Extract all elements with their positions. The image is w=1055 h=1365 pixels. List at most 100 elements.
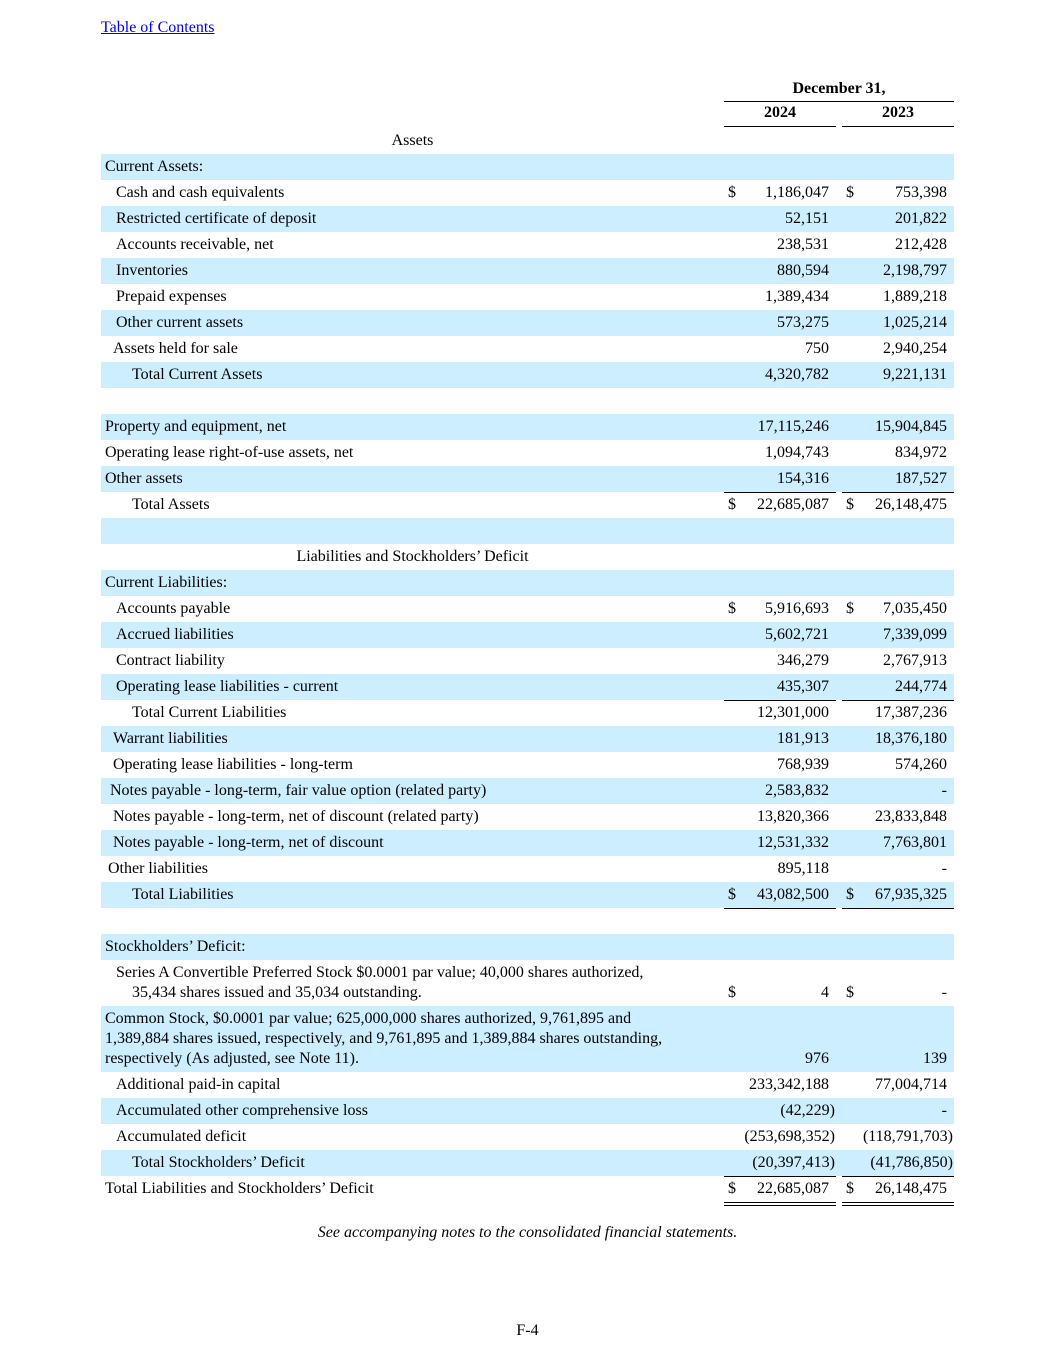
- value-2023: -: [941, 860, 947, 877]
- row-label: Accounts payable: [105, 596, 704, 622]
- row-label: Contract liability: [105, 648, 704, 674]
- table-row: Liabilities and Stockholders’ Deficit: [101, 544, 954, 570]
- row-label-line: Liabilities and Stockholders’ Deficit: [296, 548, 529, 565]
- row-label: Total Liabilities and Stockholders’ Defi…: [105, 1176, 704, 1202]
- row-label: Other current assets: [105, 310, 704, 336]
- value-2023: 201,822: [895, 210, 947, 227]
- row-label: Prepaid expenses: [105, 284, 704, 310]
- row-label-line: Accumulated other comprehensive loss: [116, 1102, 368, 1119]
- underline-rule: [842, 908, 954, 909]
- value-2023: 244,774: [895, 678, 947, 695]
- row-label-line: Other current assets: [116, 314, 244, 331]
- table-row: Total Stockholders’ Deficit (20,397,413) (…: [101, 1150, 954, 1177]
- value-2023: (118,791,703): [862, 1128, 953, 1145]
- row-label-line: Assets held for sale: [113, 340, 238, 357]
- row-label-line: Notes payable - long-term, net of discou…: [113, 834, 384, 851]
- table-row: Common Stock, $0.0001 par value; 625,000…: [101, 1006, 954, 1072]
- row-label-line: Common Stock, $0.0001 par value; 625,000…: [105, 1010, 632, 1027]
- row-label-line: Accumulated deficit: [116, 1128, 247, 1145]
- header-rule: [724, 101, 954, 102]
- value-2024: (20,397,413): [752, 1154, 835, 1171]
- row-label-line: Total Current Liabilities: [132, 704, 287, 721]
- value-2023: -: [941, 984, 947, 1001]
- row-label: Common Stock, $0.0001 par value; 625,000…: [105, 1009, 704, 1069]
- value-2023: 23,833,848: [875, 808, 947, 825]
- row-label-line: Accounts receivable, net: [116, 236, 274, 253]
- row-label-line: Warrant liabilities: [113, 730, 228, 747]
- row-label-line: Cash and cash equivalents: [116, 184, 285, 201]
- currency-symbol-2024: $: [728, 1180, 736, 1197]
- footnote: See accompanying notes to the consolidat…: [317, 1224, 738, 1241]
- table-row: Notes payable - long-term, fair value op…: [101, 778, 954, 804]
- row-label: Series A Convertible Preferred Stock $0.…: [105, 963, 704, 1003]
- row-label-line: Additional paid-in capital: [116, 1076, 281, 1093]
- double-underline-rule: [724, 1202, 836, 1206]
- currency-symbol-2024: $: [728, 600, 736, 617]
- row-label-line: Total Current Assets: [132, 366, 263, 383]
- table-row: Total Current Assets 4,320,782 9,221,131: [101, 362, 954, 388]
- value-2024: 1,389,434: [765, 288, 829, 305]
- table-row: Accumulated deficit (253,698,352) (118,791…: [101, 1124, 954, 1151]
- row-label: Property and equipment, net: [105, 414, 704, 440]
- value-2024: 17,115,246: [757, 418, 829, 435]
- row-label: Current Liabilities:: [105, 570, 704, 596]
- value-2023: 15,904,845: [875, 418, 947, 435]
- value-2024: 1,094,743: [765, 444, 829, 461]
- value-2023: (41,786,850): [870, 1154, 953, 1171]
- value-2024: 43,082,500: [757, 886, 829, 903]
- value-2024: (42,229): [780, 1102, 835, 1119]
- value-2023: 212,428: [895, 236, 947, 253]
- row-label: Notes payable - long-term, fair value op…: [105, 778, 704, 804]
- row-label-line: Current Assets:: [105, 158, 204, 175]
- currency-symbol-2023: $: [846, 600, 854, 617]
- value-2023: -: [941, 782, 947, 799]
- table-row: Accumulated other comprehensive loss (42,…: [101, 1098, 954, 1124]
- value-2023: 67,935,325: [875, 886, 947, 903]
- row-label: Accounts receivable, net: [105, 232, 704, 258]
- row-label: Notes payable - long-term, net of discou…: [105, 830, 704, 856]
- value-2023: 7,763,801: [883, 834, 947, 851]
- currency-symbol-2023: $: [846, 1180, 854, 1197]
- value-2024: 5,916,693: [765, 600, 829, 617]
- row-label: Accumulated other comprehensive loss: [105, 1098, 704, 1124]
- row-label: Other liabilities: [105, 856, 704, 882]
- row-label-line: Property and equipment, net: [105, 418, 287, 435]
- table-row: [101, 908, 954, 934]
- row-label: Accumulated deficit: [105, 1124, 704, 1150]
- table-row: Notes payable - long-term, net of discou…: [101, 804, 954, 830]
- row-label-line: Stockholders’ Deficit:: [105, 938, 246, 955]
- value-2024: 52,151: [785, 210, 829, 227]
- table-row: Inventories 880,594 2,198,797: [101, 258, 954, 284]
- value-2023: 187,527: [895, 470, 947, 487]
- row-label-line: Series A Convertible Preferred Stock $0.…: [116, 964, 644, 981]
- table-row: Stockholders’ Deficit:: [101, 934, 954, 960]
- row-label: Current Assets:: [105, 154, 704, 180]
- value-2023: 834,972: [895, 444, 947, 461]
- table-row: Total Liabilities and Stockholders’ Defi…: [101, 1176, 954, 1206]
- value-2024: 1,186,047: [765, 184, 829, 201]
- table-of-contents-link[interactable]: Table of Contents: [101, 19, 215, 36]
- value-2024: 154,316: [777, 470, 829, 487]
- value-2024: 22,685,087: [757, 1180, 829, 1197]
- balance-sheet-table: Assets Current Assets: Cash and cash equiv…: [101, 128, 954, 1206]
- table-row: Prepaid expenses 1,389,434 1,889,218: [101, 284, 954, 310]
- row-label-line: Prepaid expenses: [116, 288, 227, 305]
- value-2024: 12,301,000: [757, 704, 829, 721]
- row-label: Additional paid-in capital: [105, 1072, 704, 1098]
- currency-symbol-2024: $: [728, 984, 736, 1001]
- row-label-line: Restricted certificate of deposit: [116, 210, 317, 227]
- value-2024: 2,583,832: [765, 782, 829, 799]
- row-label-line: Total Stockholders’ Deficit: [132, 1154, 305, 1171]
- row-label-line: Inventories: [116, 262, 188, 279]
- double-underline-rule: [842, 1202, 954, 1206]
- row-label: Inventories: [105, 258, 704, 284]
- value-2023: 7,035,450: [883, 600, 947, 617]
- row-label-line: Notes payable - long-term, net of discou…: [113, 808, 479, 825]
- value-2024: 435,307: [777, 678, 829, 695]
- value-2024: 750: [805, 340, 829, 357]
- row-label-line: respectively (As adjusted, see Note 11).: [105, 1050, 359, 1067]
- value-2024: 181,913: [777, 730, 829, 747]
- table-row: Warrant liabilities 181,913 18,376,180: [101, 726, 954, 752]
- year-rule-2023: [842, 126, 954, 127]
- row-label: Total Stockholders’ Deficit: [105, 1150, 704, 1176]
